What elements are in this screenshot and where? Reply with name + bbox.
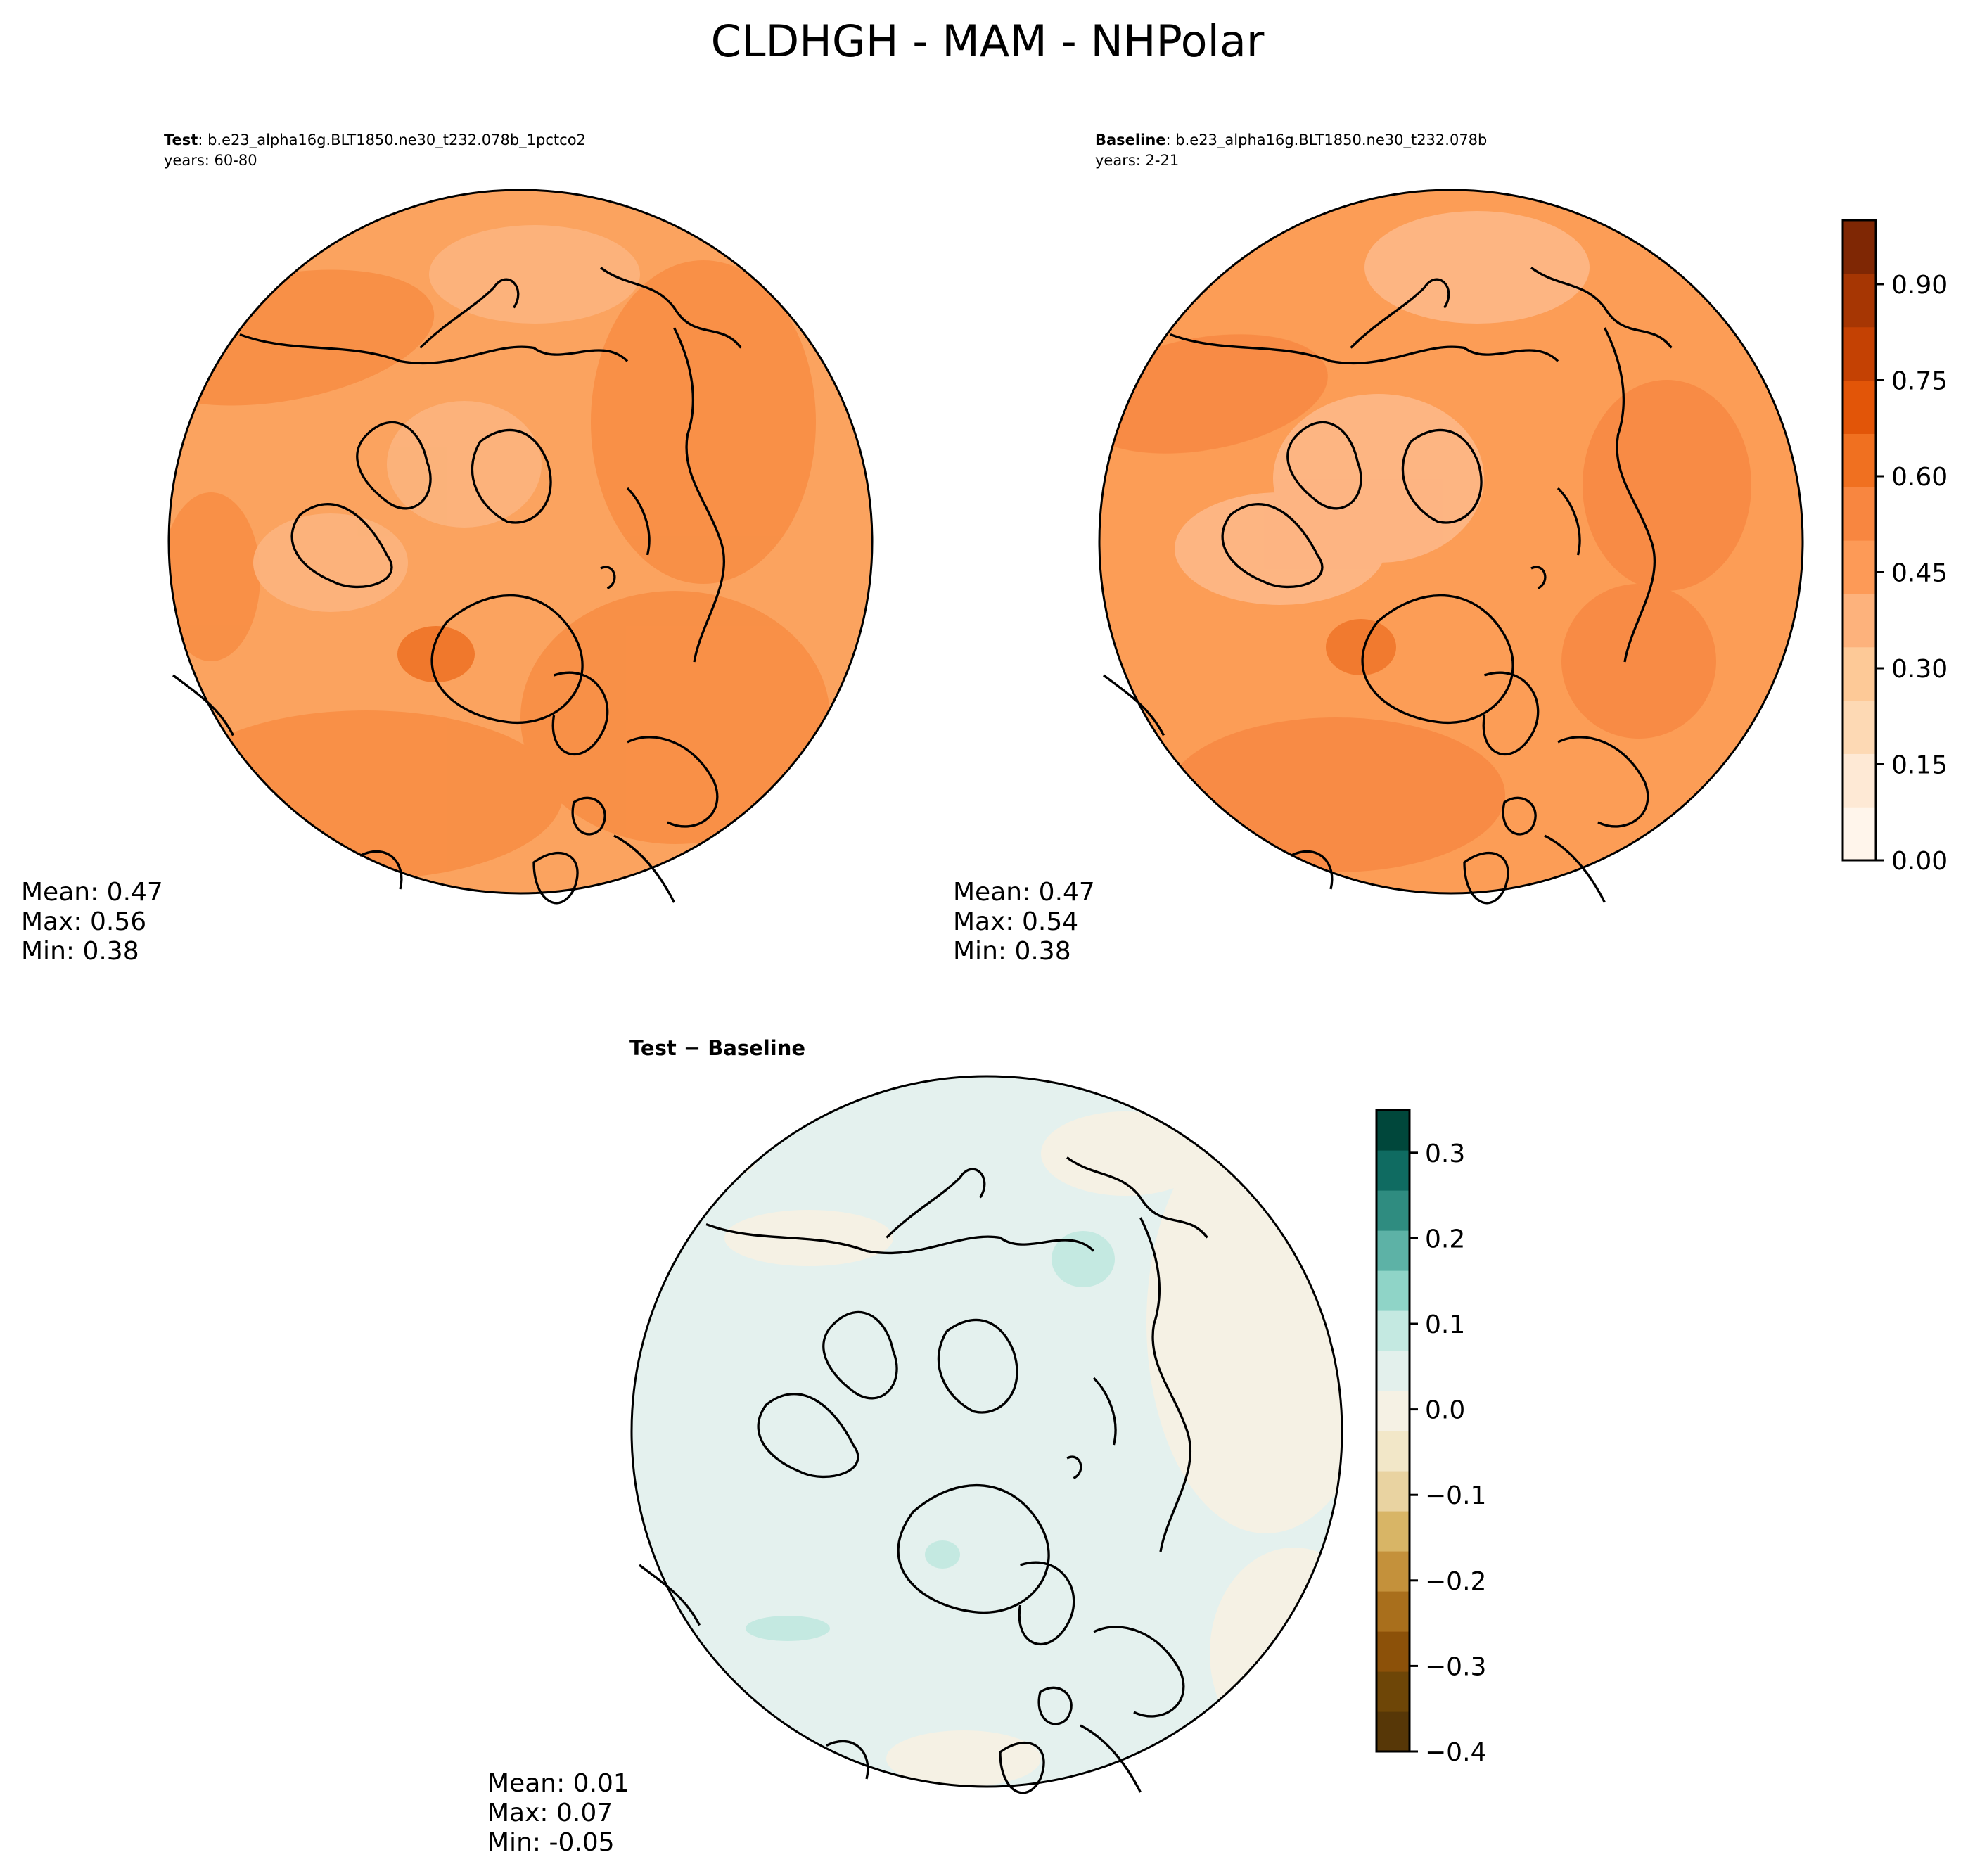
colorbar-main-tick-label: 0.90 <box>1891 271 1948 300</box>
colorbar-main-segment <box>1843 273 1876 328</box>
colorbar-main-frame <box>1841 219 1877 862</box>
colorbar-difference-tick-label: 0.2 <box>1425 1225 1465 1253</box>
colorbar-main-segment <box>1843 487 1876 541</box>
colorbar-main-tick-label: 0.00 <box>1891 847 1948 876</box>
test-map <box>167 189 874 905</box>
colorbar-main-tick-label: 0.75 <box>1891 367 1948 396</box>
colorbar-difference-segment <box>1376 1150 1410 1191</box>
colorbar-difference-tick-label: 0.3 <box>1425 1140 1465 1168</box>
colorbar-main-tick-label: 0.15 <box>1891 751 1948 780</box>
panel1-stat-max: Max: 0.56 <box>21 907 146 936</box>
panel3-header: Test − Baseline <box>629 1036 805 1060</box>
colorbar-difference-segment <box>1376 1230 1410 1271</box>
colorbar-difference-segment <box>1376 1711 1410 1752</box>
colorbar-main-segment <box>1843 540 1876 594</box>
colorbar-difference-segment <box>1376 1591 1410 1632</box>
colorbar-difference-tick-label: −0.2 <box>1425 1567 1486 1596</box>
panel3-stat-max: Max: 0.07 <box>487 1799 613 1827</box>
panel2-stat-mean: Mean: 0.47 <box>953 878 1095 907</box>
panel2-subtitle: years: 2-21 <box>1095 152 1179 169</box>
colorbar-difference-frame <box>1375 1109 1411 1753</box>
colorbar-main-segment <box>1843 380 1876 434</box>
colorbar-main-segment <box>1843 753 1876 808</box>
colorbar-difference-segment <box>1376 1631 1410 1672</box>
panel3-stat-mean: Mean: 0.01 <box>487 1769 629 1798</box>
colorbar-main-segment <box>1843 700 1876 754</box>
colorbar-difference-segment <box>1376 1351 1410 1391</box>
colorbar-main-segment <box>1843 646 1876 701</box>
figure-title: CLDHGH - MAM - NHPolar <box>711 15 1265 67</box>
colorbar-difference-tick-label: 0.0 <box>1425 1396 1465 1425</box>
colorbar-difference-segment <box>1376 1190 1410 1231</box>
colorbar-difference-segment <box>1376 1471 1410 1512</box>
colorbar-difference-segment <box>1376 1431 1410 1472</box>
colorbar-difference-segment <box>1376 1310 1410 1351</box>
colorbar-difference: −0.4 −0.3 −0.2 −0.1 0.0 0.1 0.2 0.3 <box>1375 1109 1486 1767</box>
panel3-stat-min: Min: -0.05 <box>487 1828 615 1857</box>
colorbar-main-segment <box>1843 326 1876 381</box>
panel2-header-bold: Baseline <box>1095 132 1166 148</box>
colorbar-difference-tick-label: −0.4 <box>1425 1738 1486 1767</box>
panel1-header: Test: b.e23_alpha16g.BLT1850.ne30_t232.0… <box>164 132 586 149</box>
colorbar-difference-segment <box>1376 1511 1410 1552</box>
colorbar-difference-segment <box>1376 1110 1410 1151</box>
colorbar-main-segment <box>1843 807 1876 861</box>
colorbar-difference-segment <box>1376 1270 1410 1311</box>
colorbar-main-segment <box>1843 593 1876 648</box>
panel2-stat-max: Max: 0.54 <box>953 907 1078 936</box>
panel2-stat-min: Min: 0.38 <box>953 937 1071 966</box>
panel2-header-text: : b.e23_alpha16g.BLT1850.ne30_t232.078b <box>1166 132 1488 149</box>
baseline-map <box>1098 189 1804 905</box>
colorbar-main: 0.00 0.15 0.30 0.45 0.60 0.75 0.90 <box>1841 219 1948 876</box>
colorbar-difference-segment <box>1376 1671 1410 1712</box>
colorbar-difference-tick-label: 0.1 <box>1425 1310 1465 1339</box>
colorbar-difference-segment <box>1376 1551 1410 1592</box>
colorbar-main-tick-label: 0.60 <box>1891 463 1948 492</box>
colorbar-difference-tick-label: −0.1 <box>1425 1481 1486 1510</box>
panel1-stat-mean: Mean: 0.47 <box>21 878 163 907</box>
panel1-stat-min: Min: 0.38 <box>21 937 139 966</box>
colorbar-difference-segment <box>1376 1391 1410 1431</box>
panel2-header: Baseline: b.e23_alpha16g.BLT1850.ne30_t2… <box>1095 132 1487 149</box>
difference-map <box>630 1075 1343 1794</box>
panel1-header-text: : b.e23_alpha16g.BLT1850.ne30_t232.078b_… <box>198 132 586 149</box>
panel1-header-bold: Test <box>164 132 198 148</box>
panel1-subtitle: years: 60-80 <box>164 152 257 169</box>
colorbar-main-tick-label: 0.30 <box>1891 655 1948 684</box>
colorbar-main-segment <box>1843 433 1876 487</box>
colorbar-main-tick-label: 0.45 <box>1891 559 1948 588</box>
colorbar-difference-tick-label: −0.3 <box>1425 1652 1486 1681</box>
colorbar-main-segment <box>1843 220 1876 274</box>
